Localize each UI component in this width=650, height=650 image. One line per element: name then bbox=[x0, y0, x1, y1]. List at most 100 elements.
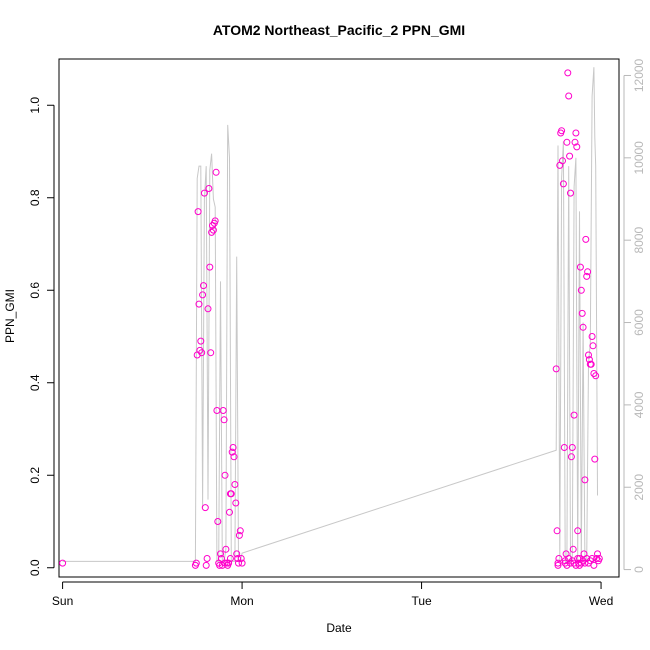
x-tick-label: Tue bbox=[411, 594, 432, 608]
data-point bbox=[567, 559, 574, 567]
data-point bbox=[219, 407, 227, 414]
data-point bbox=[555, 555, 563, 562]
y2-tick-label: 4000 bbox=[632, 391, 646, 418]
y2-tick-label: 6000 bbox=[632, 309, 646, 336]
data-point bbox=[221, 559, 229, 567]
data-point bbox=[229, 444, 237, 451]
y-tick-label: 0.8 bbox=[28, 189, 42, 206]
data-point bbox=[565, 555, 573, 562]
y2-tick-label: 8000 bbox=[632, 227, 646, 254]
data-point bbox=[566, 152, 574, 160]
data-point bbox=[565, 92, 573, 100]
y2-tick-label: 2000 bbox=[632, 474, 646, 501]
y-tick-label: 0.6 bbox=[28, 282, 42, 299]
data-point bbox=[195, 300, 203, 308]
data-point bbox=[585, 351, 592, 359]
data-point bbox=[588, 555, 596, 562]
data-point bbox=[226, 555, 234, 562]
data-point bbox=[586, 557, 594, 565]
y-tick-label: 0.2 bbox=[28, 467, 42, 484]
data-point bbox=[581, 476, 589, 484]
data-point bbox=[221, 471, 229, 479]
data-point bbox=[592, 372, 600, 380]
y2-tick-label: 10000 bbox=[632, 141, 646, 175]
data-point bbox=[222, 545, 230, 553]
data-point bbox=[594, 550, 601, 558]
data-point bbox=[568, 444, 576, 451]
data-point bbox=[572, 129, 580, 137]
data-point bbox=[577, 559, 585, 567]
data-point bbox=[220, 416, 228, 424]
data-point bbox=[578, 309, 586, 317]
data-point bbox=[217, 555, 225, 562]
data-point bbox=[571, 138, 579, 146]
data-point bbox=[205, 185, 213, 192]
data-point bbox=[574, 527, 582, 535]
data-point bbox=[568, 557, 576, 565]
data-point bbox=[554, 561, 562, 569]
data-point bbox=[587, 360, 595, 368]
data-point bbox=[595, 555, 603, 562]
y-tick-label: 1.0 bbox=[28, 97, 42, 114]
data-point bbox=[558, 127, 566, 135]
data-point bbox=[553, 527, 561, 535]
data-point bbox=[230, 453, 238, 461]
data-point bbox=[567, 189, 574, 197]
data-point bbox=[225, 559, 233, 567]
y-tick-label: 0.0 bbox=[28, 559, 42, 576]
data-point bbox=[559, 180, 567, 188]
x-axis: Sun Mon Tue Wed bbox=[52, 581, 613, 608]
data-point bbox=[231, 481, 239, 488]
data-point bbox=[232, 499, 240, 507]
x-tick-label: Sun bbox=[52, 594, 73, 608]
data-point bbox=[212, 168, 220, 176]
data-point bbox=[237, 555, 245, 562]
data-point bbox=[198, 349, 206, 357]
data-point bbox=[584, 268, 592, 276]
x-axis-label: Date bbox=[326, 621, 352, 635]
x-tick-label: Wed bbox=[589, 594, 613, 608]
data-point bbox=[209, 226, 217, 234]
data-point bbox=[559, 157, 566, 165]
data-point bbox=[203, 555, 211, 562]
data-point bbox=[214, 518, 222, 525]
data-point bbox=[204, 305, 212, 313]
data-point bbox=[208, 228, 216, 236]
data-point bbox=[235, 531, 243, 539]
data-point bbox=[236, 527, 244, 535]
data-point bbox=[207, 349, 215, 357]
points-layer bbox=[59, 69, 603, 569]
data-point bbox=[200, 282, 207, 290]
data-point bbox=[590, 370, 598, 377]
y2-tick-label: 0 bbox=[632, 566, 646, 573]
data-point bbox=[554, 559, 562, 567]
data-point bbox=[196, 346, 204, 354]
data-point bbox=[593, 555, 601, 562]
y-axis-label: PPN_GMI bbox=[3, 289, 17, 343]
data-point bbox=[194, 208, 202, 216]
data-point bbox=[588, 333, 596, 340]
data-point bbox=[59, 559, 67, 567]
data-point bbox=[563, 138, 571, 146]
data-point bbox=[192, 559, 200, 567]
plot-frame bbox=[58, 58, 620, 578]
data-point bbox=[206, 263, 214, 271]
data-point bbox=[577, 286, 585, 294]
data-point bbox=[211, 217, 219, 225]
data-point bbox=[573, 143, 581, 151]
y2-tick-label: 12000 bbox=[632, 58, 646, 92]
data-point bbox=[552, 365, 560, 373]
data-point bbox=[202, 561, 210, 569]
data-point bbox=[233, 550, 241, 558]
y-axis: 0.0 0.2 0.4 0.6 0.8 1.0 bbox=[28, 97, 55, 576]
data-point bbox=[201, 504, 209, 512]
data-point bbox=[197, 337, 205, 345]
x-tick-label: Mon bbox=[230, 594, 253, 608]
data-point bbox=[585, 356, 593, 364]
data-point bbox=[560, 444, 568, 451]
y2-axis: 0 2000 4000 6000 8000 10000 12000 bbox=[623, 58, 646, 573]
data-point bbox=[564, 69, 572, 77]
chart-title: ATOM2 Northeast_Pacific_2 PPN_GMI bbox=[213, 22, 465, 38]
